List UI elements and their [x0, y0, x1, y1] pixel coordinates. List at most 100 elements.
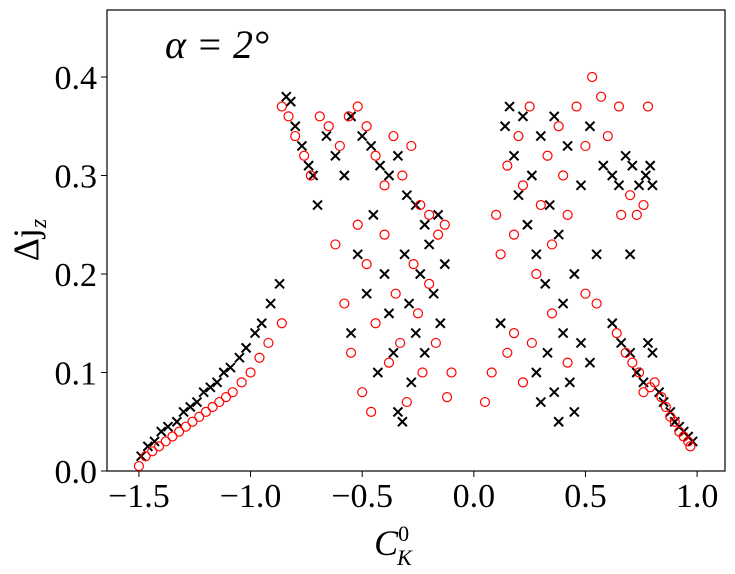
circle-marker: [357, 387, 368, 398]
x-marker: [345, 327, 357, 339]
x-marker: [613, 180, 625, 191]
y-label-sub: z: [26, 218, 52, 229]
circle-marker: [638, 387, 649, 398]
x-marker: [642, 337, 654, 349]
circle-marker: [330, 239, 341, 250]
circle-marker: [395, 337, 406, 349]
circle-marker: [683, 436, 694, 447]
circle-marker: [562, 209, 573, 220]
circle-marker: [562, 357, 573, 368]
circle-marker: [361, 121, 372, 132]
x-marker: [620, 150, 631, 161]
x-marker: [504, 101, 515, 112]
x-marker: [240, 342, 252, 354]
circle-marker: [502, 347, 513, 358]
circle-marker: [625, 190, 636, 201]
x-marker: [428, 288, 439, 299]
circle-marker: [390, 288, 401, 299]
x-marker: [410, 327, 421, 339]
x-marker: [368, 209, 379, 221]
x-marker: [234, 352, 245, 363]
x-marker: [647, 180, 658, 191]
x-marker: [178, 406, 189, 418]
circle-marker: [283, 111, 294, 122]
circle-marker: [187, 416, 198, 427]
circle-marker: [531, 268, 542, 280]
circle-marker: [133, 460, 145, 472]
y-axis-label: Δjz: [6, 218, 52, 261]
circle-marker: [580, 288, 591, 299]
x-marker: [171, 416, 183, 427]
circle-marker: [535, 199, 546, 211]
x-tick-label: 0.0: [453, 478, 496, 515]
x-marker: [401, 189, 413, 201]
circle-marker: [236, 377, 247, 388]
circle-marker: [441, 392, 453, 403]
x-marker: [249, 327, 261, 339]
circle-marker: [611, 327, 622, 339]
circle-marker: [314, 111, 325, 122]
circle-marker: [424, 278, 435, 289]
x-marker: [584, 121, 596, 132]
x-marker: [535, 130, 547, 142]
x-marker: [544, 199, 555, 211]
circle-marker: [633, 367, 645, 378]
x-marker: [553, 229, 564, 240]
x-marker: [290, 121, 301, 132]
x-marker: [303, 160, 314, 171]
circle-marker: [147, 446, 158, 457]
circle-marker: [595, 91, 607, 102]
x-marker: [383, 308, 395, 319]
x-tick-label: −1.0: [220, 478, 282, 515]
circle-marker: [433, 229, 444, 240]
x-marker: [607, 170, 618, 181]
x-marker: [569, 268, 580, 280]
circle-marker: [153, 441, 165, 452]
circle-marker: [613, 101, 625, 112]
x-marker: [374, 160, 386, 171]
x-marker: [296, 140, 308, 152]
x-marker: [345, 111, 357, 122]
x-marker: [156, 426, 167, 437]
x-marker: [339, 170, 350, 181]
circle-marker: [174, 426, 185, 437]
x-marker: [415, 268, 426, 280]
x-marker: [285, 96, 296, 107]
circle-marker: [642, 101, 654, 112]
x-marker: [540, 278, 551, 290]
x-marker: [513, 189, 524, 201]
y-tick-label: 0.4: [55, 60, 98, 97]
x-marker: [548, 111, 560, 122]
x-marker: [399, 249, 410, 260]
circle-marker: [388, 130, 399, 142]
x-marker: [205, 382, 216, 393]
x-marker: [352, 249, 363, 260]
x-marker: [624, 249, 636, 260]
circle-marker: [424, 209, 435, 220]
x-label-sup: 0: [398, 521, 409, 546]
circle-marker: [339, 298, 350, 309]
circle-marker: [401, 396, 412, 408]
circle-marker: [638, 199, 649, 211]
circle-marker: [220, 392, 232, 403]
circle-marker: [587, 71, 598, 83]
x-marker: [584, 357, 596, 368]
circle-marker: [542, 150, 553, 161]
circle-marker: [508, 327, 520, 339]
circle-marker: [446, 367, 457, 378]
circle-marker: [263, 337, 274, 349]
x-tick-label: −1.5: [108, 478, 170, 515]
circle-marker: [517, 180, 529, 191]
x-marker: [403, 298, 415, 309]
x-marker: [631, 367, 643, 378]
x-marker: [575, 337, 587, 349]
circle-marker: [245, 367, 256, 378]
circle-marker: [571, 101, 582, 112]
x-tick-label: 1.0: [676, 478, 719, 515]
circle-marker: [214, 396, 225, 408]
x-marker: [658, 396, 669, 408]
circle-marker: [343, 111, 354, 122]
x-marker: [198, 386, 209, 398]
x-marker: [423, 239, 435, 250]
